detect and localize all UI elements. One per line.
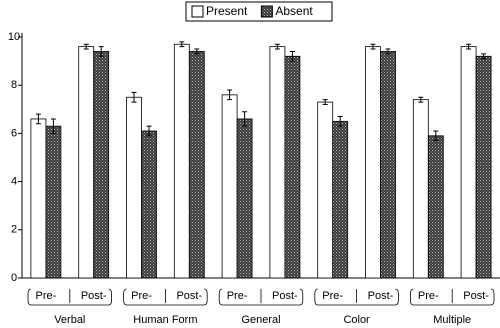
bar [284, 55, 301, 279]
group-bracket [123, 288, 208, 306]
error-bar [50, 118, 56, 134]
x-tick-label: Post- [272, 290, 298, 302]
error-bar [83, 43, 89, 50]
bar [365, 46, 381, 279]
error-bar [98, 46, 104, 57]
bar [380, 51, 396, 279]
y-tick-label: 4 [11, 176, 17, 188]
bar [412, 99, 429, 279]
error-bar [274, 43, 280, 50]
bar [475, 55, 492, 279]
x-tick-label: Pre- [131, 290, 152, 302]
group-bracket [410, 288, 495, 306]
x-tick-label: Post- [176, 290, 202, 302]
error-bar [418, 96, 424, 103]
error-bar [385, 48, 391, 55]
bar [460, 46, 477, 279]
error-bar [131, 91, 137, 103]
group-label: Color [343, 314, 370, 326]
error-bar [433, 130, 439, 142]
legend-label: Absent [275, 4, 313, 18]
x-tick-label: Pre- [227, 290, 248, 302]
bar [221, 94, 238, 279]
bar [30, 118, 47, 279]
group-bracket [314, 288, 399, 306]
error-bar [322, 99, 328, 105]
legend-swatch [191, 5, 204, 18]
y-tick-label: 2 [11, 224, 17, 236]
bar [427, 135, 444, 279]
error-bar [35, 113, 41, 125]
group-label: Human Form [133, 314, 197, 326]
y-tick-label: 8 [11, 79, 17, 91]
error-bar [289, 50, 295, 62]
group-label: General [241, 314, 280, 326]
error-bar [194, 48, 200, 55]
x-tick-label: Post- [463, 290, 489, 302]
bar [78, 46, 95, 279]
error-bar [370, 43, 376, 50]
x-tick-label: Pre- [418, 290, 439, 302]
x-tick-label: Post- [368, 290, 394, 302]
error-bar [227, 89, 233, 101]
error-bar [146, 125, 152, 137]
x-tick-label: Post- [81, 290, 107, 302]
x-tick-label: Pre- [322, 290, 343, 302]
error-bar [466, 43, 472, 50]
bar [93, 51, 110, 279]
error-bar [242, 111, 248, 127]
error-bar [179, 41, 185, 48]
legend-label: Present [206, 4, 248, 18]
bar [141, 130, 157, 279]
y-tick-label: 10 [8, 31, 20, 43]
bar [332, 120, 349, 279]
bar [173, 43, 190, 279]
bar [45, 125, 62, 279]
bar [269, 46, 286, 279]
y-tick-label: 6 [11, 127, 17, 139]
legend-box [185, 1, 333, 22]
legend-swatch [260, 5, 273, 18]
group-label: Multiple [433, 314, 471, 326]
x-tick-label: Pre- [36, 290, 57, 302]
error-bar [481, 53, 487, 60]
error-bar [337, 116, 343, 127]
group-bracket [27, 288, 112, 306]
bar [317, 101, 334, 279]
bar [126, 96, 142, 279]
bar [236, 118, 253, 279]
group-label: Verbal [54, 314, 85, 326]
y-tick-label: 0 [11, 272, 17, 284]
bar [188, 51, 205, 279]
group-bracket [218, 288, 304, 306]
